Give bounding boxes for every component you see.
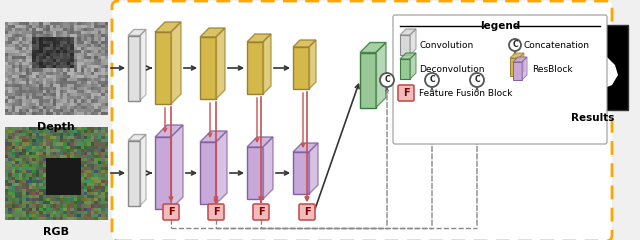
Polygon shape xyxy=(410,53,416,79)
Polygon shape xyxy=(263,137,273,199)
FancyBboxPatch shape xyxy=(393,15,607,144)
Polygon shape xyxy=(128,140,140,205)
FancyBboxPatch shape xyxy=(253,204,269,220)
Polygon shape xyxy=(293,47,309,89)
Text: Feature Fusion Block: Feature Fusion Block xyxy=(419,89,513,97)
Polygon shape xyxy=(309,143,318,194)
Polygon shape xyxy=(171,125,183,209)
Text: F: F xyxy=(304,207,310,217)
Text: C: C xyxy=(474,75,480,84)
Polygon shape xyxy=(155,22,181,32)
Text: Convolution: Convolution xyxy=(419,41,473,49)
Text: legend: legend xyxy=(480,21,520,31)
Text: F: F xyxy=(212,207,220,217)
Polygon shape xyxy=(405,53,421,108)
Text: ResBlock: ResBlock xyxy=(532,65,573,73)
Polygon shape xyxy=(200,142,216,204)
Bar xyxy=(558,25,628,110)
Polygon shape xyxy=(155,32,171,104)
Polygon shape xyxy=(128,134,146,140)
Polygon shape xyxy=(519,53,524,76)
Polygon shape xyxy=(376,42,386,108)
Circle shape xyxy=(380,73,394,87)
Polygon shape xyxy=(216,131,227,204)
Text: Depth: Depth xyxy=(37,122,75,132)
FancyBboxPatch shape xyxy=(299,204,315,220)
Polygon shape xyxy=(450,53,466,108)
Polygon shape xyxy=(421,42,431,108)
Text: C: C xyxy=(384,75,390,84)
Polygon shape xyxy=(514,42,524,108)
Polygon shape xyxy=(247,42,263,94)
Circle shape xyxy=(470,73,484,87)
Text: F: F xyxy=(403,88,410,98)
Polygon shape xyxy=(293,143,318,152)
Polygon shape xyxy=(513,57,527,62)
Polygon shape xyxy=(360,42,386,53)
Polygon shape xyxy=(293,152,309,194)
Polygon shape xyxy=(498,53,514,108)
Polygon shape xyxy=(155,137,171,209)
Text: F: F xyxy=(168,207,174,217)
Polygon shape xyxy=(450,42,476,53)
Polygon shape xyxy=(405,42,431,53)
Polygon shape xyxy=(466,42,476,108)
Polygon shape xyxy=(400,53,416,59)
Polygon shape xyxy=(216,28,225,99)
Polygon shape xyxy=(247,34,271,42)
Polygon shape xyxy=(573,50,618,90)
Polygon shape xyxy=(510,58,519,76)
Circle shape xyxy=(425,73,439,87)
Polygon shape xyxy=(309,40,316,89)
Polygon shape xyxy=(263,34,271,94)
Polygon shape xyxy=(155,125,183,137)
Text: C: C xyxy=(512,40,518,49)
FancyBboxPatch shape xyxy=(112,1,612,240)
Circle shape xyxy=(509,39,521,51)
Polygon shape xyxy=(510,53,524,58)
Text: Results: Results xyxy=(572,113,614,123)
Text: RGB: RGB xyxy=(43,227,69,237)
Polygon shape xyxy=(140,30,146,101)
Polygon shape xyxy=(498,42,524,53)
Polygon shape xyxy=(200,28,225,37)
Polygon shape xyxy=(400,59,410,79)
Polygon shape xyxy=(293,40,316,47)
Polygon shape xyxy=(247,147,263,199)
Polygon shape xyxy=(200,131,227,142)
Text: C: C xyxy=(429,75,435,84)
Text: Deconvolution: Deconvolution xyxy=(419,65,484,73)
Polygon shape xyxy=(200,37,216,99)
Polygon shape xyxy=(360,53,376,108)
Polygon shape xyxy=(522,57,527,80)
Polygon shape xyxy=(247,137,273,147)
FancyBboxPatch shape xyxy=(398,85,414,101)
Polygon shape xyxy=(400,35,410,55)
FancyBboxPatch shape xyxy=(163,204,179,220)
Polygon shape xyxy=(171,22,181,104)
Polygon shape xyxy=(513,62,522,80)
Polygon shape xyxy=(410,29,416,55)
FancyBboxPatch shape xyxy=(208,204,224,220)
Polygon shape xyxy=(140,134,146,205)
Polygon shape xyxy=(128,36,140,101)
Text: Concatenation: Concatenation xyxy=(523,41,589,49)
Polygon shape xyxy=(128,30,146,36)
Text: F: F xyxy=(258,207,264,217)
Polygon shape xyxy=(400,29,416,35)
